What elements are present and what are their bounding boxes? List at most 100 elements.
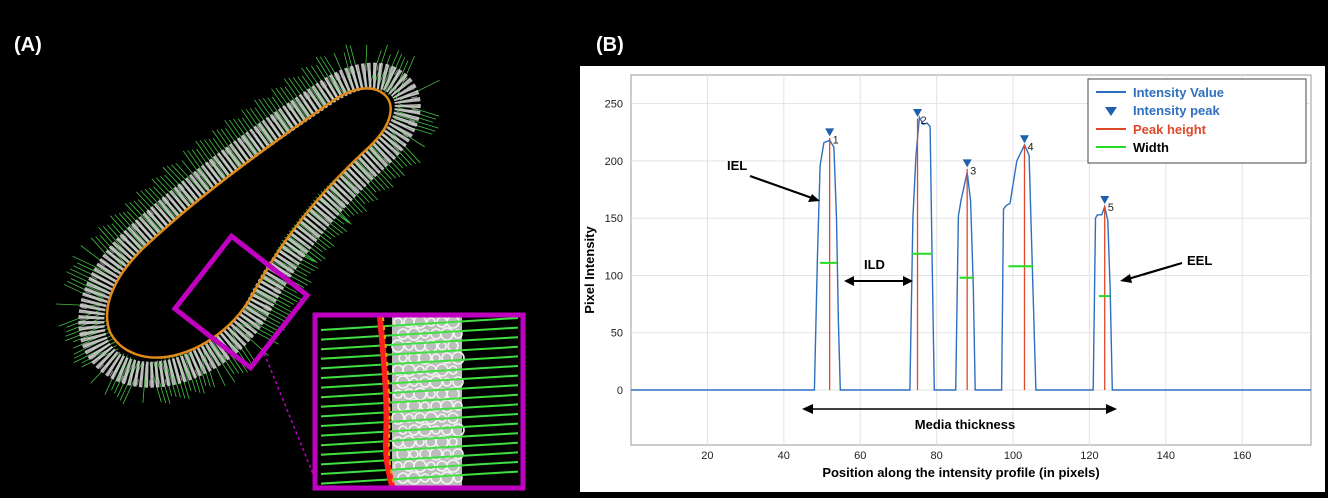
x-tick-label: 160	[1233, 450, 1251, 462]
normal-ray	[72, 255, 115, 277]
x-tick-label: 80	[930, 450, 942, 462]
peak-marker-4	[1019, 135, 1029, 144]
y-tick-label: 100	[605, 270, 623, 282]
x-tick-label: 140	[1157, 450, 1175, 462]
normal-ray	[262, 98, 288, 133]
tissue-texture	[413, 459, 427, 473]
inset-ray	[320, 384, 519, 399]
tissue-texture	[440, 471, 454, 485]
tissue-texture	[407, 399, 421, 413]
peak-label-2: 2	[921, 115, 927, 127]
legend-item-intensity-peak: Intensity peak	[1133, 103, 1220, 118]
normal-ray	[280, 87, 305, 122]
legend-item-width: Width	[1133, 140, 1169, 155]
inset-ray	[320, 365, 519, 379]
vessel-illustration	[55, 44, 526, 491]
normal-ray	[118, 212, 148, 245]
normal-ray	[267, 97, 292, 131]
lumen-centerline	[105, 87, 392, 359]
normal-ray	[114, 214, 145, 248]
normal-ray	[326, 185, 355, 216]
inset-ray	[320, 413, 519, 427]
normal-ray	[208, 343, 236, 383]
series-intensity-line	[631, 115, 1311, 391]
normal-ray	[144, 189, 174, 221]
x-tick-label: 60	[854, 450, 866, 462]
normal-ray	[175, 163, 204, 193]
tissue-texture	[426, 317, 436, 327]
normal-ray	[122, 362, 143, 405]
inset-ray	[320, 470, 519, 485]
x-tick-label: 120	[1080, 450, 1098, 462]
annotation-eel: EEL	[1187, 253, 1212, 268]
inset-ray	[320, 461, 519, 475]
annotation-iel: IEL	[727, 158, 747, 173]
tissue-texture	[431, 425, 441, 435]
vessel-wall-texture	[79, 64, 418, 387]
tissue-texture	[404, 413, 414, 423]
tissue-texture	[429, 375, 443, 389]
peak-label-4: 4	[1027, 141, 1033, 153]
normal-ray	[182, 150, 210, 188]
normal-ray	[212, 341, 235, 375]
peak-label-1: 1	[833, 134, 839, 146]
tissue-texture	[453, 473, 463, 483]
legend-item-intensity-value: Intensity Value	[1133, 85, 1224, 100]
tissue-texture	[393, 389, 403, 399]
inset-ray	[320, 317, 519, 331]
normal-ray	[315, 56, 341, 97]
arrow-eel	[1120, 261, 1183, 283]
tissue-texture	[426, 461, 436, 471]
inset-ray	[320, 374, 519, 389]
x-axis-label: Position along the intensity profile (in…	[822, 465, 1099, 480]
inset-ray	[320, 326, 519, 341]
panel-a-label: (A)	[14, 34, 42, 56]
normal-ray	[284, 86, 308, 119]
peak-label-3: 3	[970, 165, 976, 177]
normal-ray	[164, 358, 177, 397]
y-tick-label: 150	[605, 213, 623, 225]
tissue-texture	[440, 327, 454, 341]
tissue-texture	[415, 365, 425, 375]
normal-ray	[55, 303, 101, 307]
tissue-texture	[442, 377, 452, 387]
y-axis-label: Pixel Intensity	[582, 226, 597, 314]
normal-ray	[160, 176, 189, 207]
tissue-texture	[452, 448, 464, 460]
x-tick-label: 100	[1004, 450, 1022, 462]
normal-ray	[272, 256, 308, 277]
peak-marker-5	[1100, 196, 1110, 205]
inset-ray	[320, 355, 519, 370]
normal-ray	[66, 313, 104, 328]
vessel-wall	[78, 62, 421, 388]
tissue-texture	[413, 317, 427, 329]
normal-ray	[129, 202, 160, 235]
normal-ray	[253, 291, 295, 315]
tissue-texture	[402, 435, 416, 449]
normal-ray	[212, 130, 239, 168]
zoom-frame	[171, 232, 311, 372]
tissue-texture	[391, 339, 405, 353]
tissue-texture	[404, 341, 414, 351]
inset-ray	[320, 393, 519, 408]
peak-marker-2	[913, 108, 923, 117]
y-tick-label: 250	[605, 99, 623, 111]
normal-ray	[199, 140, 226, 177]
tissue-texture	[452, 376, 464, 388]
intensity-profile-chart: 20 40 60 80 100 120 140 160 0 50 100 150 200 250 1 2 3 4…	[580, 66, 1325, 492]
peak-label-5: 5	[1108, 202, 1114, 214]
peak-marker-3	[962, 159, 972, 168]
normal-ray	[246, 305, 281, 324]
y-tick-label: 200	[605, 156, 623, 168]
zoom-connector	[261, 347, 319, 487]
inset-ray	[320, 441, 519, 456]
legend-item-peak-height: Peak height	[1133, 122, 1207, 137]
y-tick-label: 50	[611, 328, 623, 340]
zoom-inset	[312, 312, 526, 491]
normal-ray	[183, 352, 197, 393]
x-tick-label: 40	[778, 450, 790, 462]
inset-ray	[320, 403, 519, 418]
annotation-ild: ILD	[864, 257, 885, 272]
legend-swatch-peak	[1105, 107, 1117, 116]
normal-ray	[195, 140, 223, 179]
